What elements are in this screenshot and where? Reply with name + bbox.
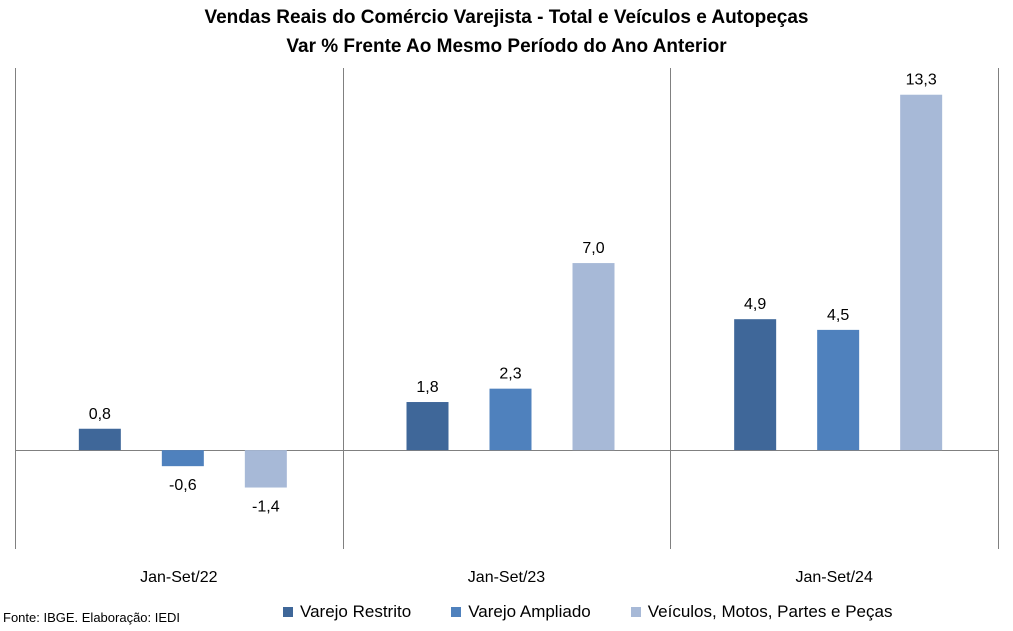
legend-swatch-veiculos: [630, 607, 641, 617]
chart-title: Vendas Reais do Comércio Varejista - Tot…: [204, 7, 809, 28]
category-label: Jan-Set/22: [140, 569, 217, 586]
data-label: 13,3: [906, 72, 937, 89]
bar: [900, 94, 943, 451]
bar: [489, 388, 532, 451]
chart-subtitle: Var % Frente Ao Mesmo Período do Ano Ant…: [286, 36, 727, 57]
data-label: 4,9: [744, 296, 766, 313]
bar: [161, 450, 204, 467]
data-label: 0,8: [89, 406, 111, 423]
legend-label-veiculos: Veículos, Motos, Partes e Peças: [647, 602, 893, 621]
legend-label-varejo-ampliado: Varejo Ampliado: [468, 602, 591, 621]
category-label: Jan-Set/23: [468, 569, 545, 586]
bar: [734, 319, 777, 451]
legend-item-veiculos: Veículos, Motos, Partes e Peças: [630, 600, 893, 624]
data-label: 2,3: [499, 366, 521, 383]
legend-swatch-varejo-ampliado: [451, 607, 462, 617]
data-label: -0,6: [169, 477, 197, 494]
legend-label-varejo-restrito: Varejo Restrito: [300, 602, 412, 621]
data-label: 7,0: [582, 240, 604, 257]
legend-item-varejo-restrito: Varejo Restrito: [283, 600, 411, 624]
bar: [244, 450, 287, 488]
bar: [78, 428, 121, 451]
bar: [572, 263, 615, 451]
data-label: 1,8: [416, 379, 438, 396]
legend: Varejo Restrito Varejo Ampliado Veículos…: [283, 600, 892, 624]
legend-swatch-varejo-restrito: [283, 607, 293, 617]
legend-item-varejo-ampliado: Varejo Ampliado: [451, 600, 591, 624]
data-label: 4,5: [827, 307, 849, 324]
source-note: Fonte: IBGE. Elaboração: IEDI: [3, 610, 181, 625]
category-label: Jan-Set/24: [795, 569, 872, 586]
data-label: -1,4: [252, 499, 280, 516]
bar: [406, 402, 449, 451]
bar: [817, 329, 860, 451]
